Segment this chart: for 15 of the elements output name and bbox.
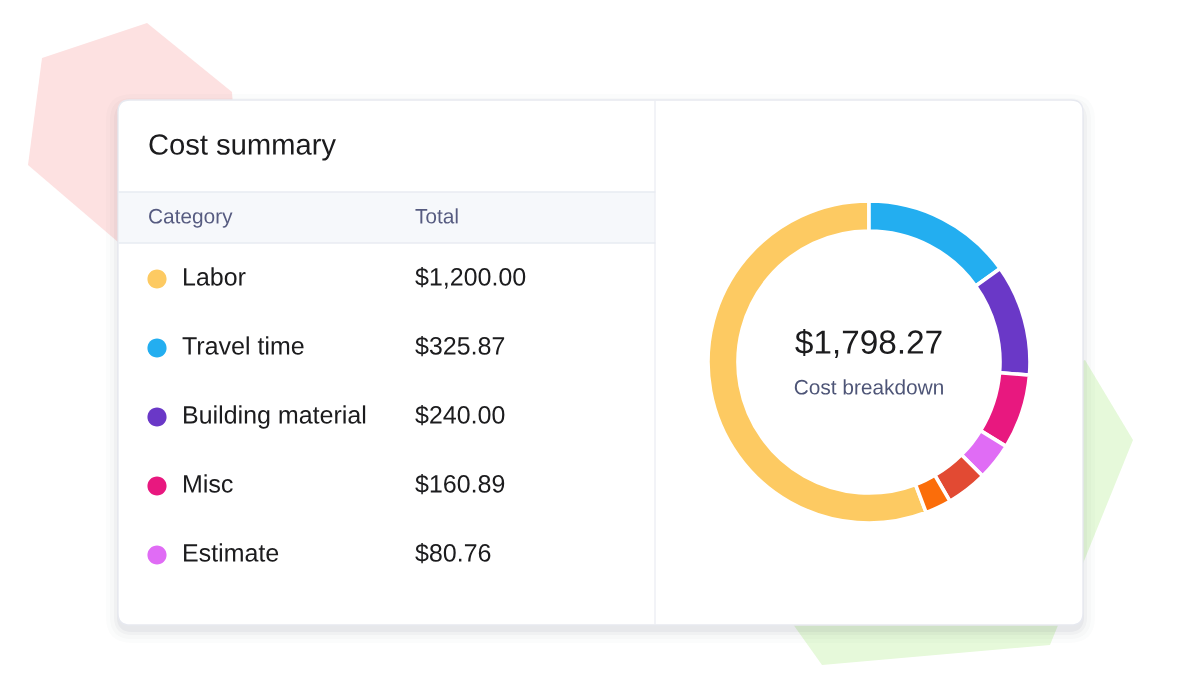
legend-label: Labor xyxy=(184,267,246,286)
chart-title: Cost summary xyxy=(149,134,336,161)
data-label: $325.87 xyxy=(415,335,505,357)
legend-label: Travel time xyxy=(182,336,304,355)
legend-label: Misc xyxy=(184,474,233,493)
text: Total xyxy=(415,208,458,224)
legend-title: Category xyxy=(149,208,233,228)
text: $1,798.27 xyxy=(795,328,942,358)
legend-label: Building material xyxy=(184,405,366,429)
data-label: $240.00 xyxy=(415,404,505,426)
data-label: $1,200.00 xyxy=(415,266,526,289)
data-label: $80.76 xyxy=(415,542,491,564)
text: Cost breakdown xyxy=(794,379,943,395)
data-label: $160.89 xyxy=(415,473,505,495)
legend-label: Estimate xyxy=(184,543,279,562)
